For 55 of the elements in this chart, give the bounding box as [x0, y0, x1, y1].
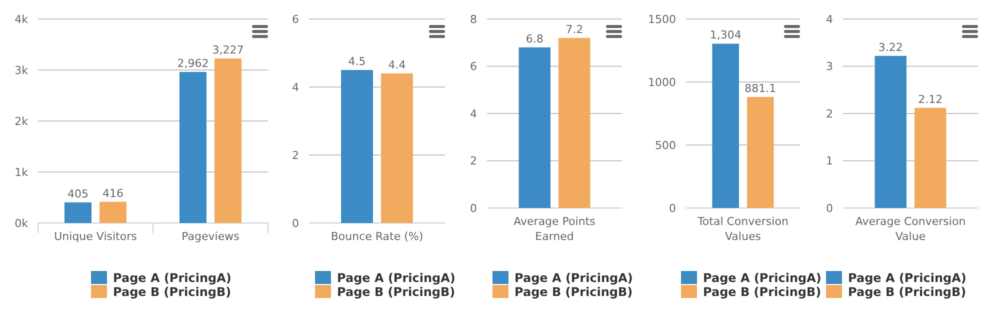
bar [64, 202, 92, 223]
data-label: 2,962 [177, 56, 209, 70]
y-tick-label: 6 [292, 12, 299, 26]
legend-label: Page B (PricingB) [337, 285, 456, 299]
y-tick-label: 500 [655, 138, 676, 152]
data-label: 7.2 [566, 22, 584, 36]
y-tick-label: 2 [470, 154, 477, 168]
y-tick-label: 4 [826, 12, 833, 26]
legend-label: Page A (PricingA) [848, 271, 966, 285]
y-tick-label: 3k [14, 64, 29, 77]
y-tick-label: 1500 [648, 12, 676, 26]
x-tick-label: Total Conversion Values [696, 215, 788, 243]
y-tick-label: 2 [826, 107, 833, 120]
y-tick-label: 4 [470, 107, 477, 120]
legend-label: Page B (PricingB) [514, 285, 633, 299]
y-tick-label: 0 [669, 202, 676, 215]
y-tick-label: 4k [14, 12, 29, 26]
x-tick-label: Average Conversion Value [855, 215, 966, 243]
legend-label: Page A (PricingA) [703, 271, 822, 285]
data-label: 4.5 [348, 55, 366, 68]
x-tick-label: Unique Visitors [54, 230, 138, 243]
x-tick-label: Average Points Earned [514, 215, 596, 243]
y-tick-label: 1k [14, 166, 29, 179]
data-label: 405 [67, 187, 88, 200]
data-label: 1,304 [710, 28, 742, 42]
bar [179, 72, 206, 223]
data-label: 3,227 [212, 43, 244, 56]
x-tick-label: Bounce Rate (%) [330, 230, 424, 243]
legend-label: Page A (PricingA) [113, 271, 232, 285]
y-tick-label: 2 [292, 148, 299, 162]
y-tick-label: 1000 [648, 76, 676, 89]
data-label: 881.1 [744, 82, 776, 95]
y-tick-label: 2k [14, 114, 29, 128]
data-label: 3.22 [878, 40, 903, 54]
data-label: 6.8 [526, 32, 544, 46]
y-tick-label: 8 [470, 12, 477, 26]
data-label: 416 [102, 186, 124, 200]
data-label: 2.12 [918, 92, 943, 106]
y-tick-label: 6 [470, 60, 477, 74]
y-tick-label: 4 [292, 80, 299, 94]
y-tick-label: 0 [470, 202, 477, 215]
legend-label: Page B (PricingB) [113, 285, 232, 299]
data-label: 4.4 [388, 58, 406, 72]
legend-label: Page B (PricingB) [848, 285, 966, 299]
y-tick-label: 0k [14, 216, 29, 230]
legend-label: Page A (PricingA) [514, 271, 633, 285]
y-tick-label: 3 [826, 60, 833, 74]
x-tick-label: Pageviews [182, 230, 240, 243]
y-tick-label: 0 [292, 216, 299, 230]
y-tick-label: 0 [826, 202, 833, 215]
bar [100, 202, 127, 223]
legend-label: Page B (PricingB) [703, 285, 822, 299]
y-tick-label: 1 [826, 154, 833, 168]
bar [214, 58, 242, 223]
legend-label: Page A (PricingA) [337, 271, 456, 285]
